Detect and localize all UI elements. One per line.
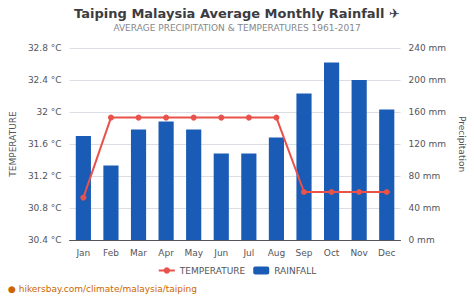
svg-text:Jun: Jun xyxy=(213,248,228,258)
svg-text:Apr: Apr xyxy=(158,248,174,258)
svg-text:Jan: Jan xyxy=(75,248,90,258)
svg-text:Jul: Jul xyxy=(242,248,254,258)
svg-text:0 mm: 0 mm xyxy=(409,235,435,245)
svg-text:May: May xyxy=(184,248,203,258)
svg-text:31.6 °C: 31.6 °C xyxy=(28,139,62,149)
svg-text:30.8 °C: 30.8 °C xyxy=(28,203,62,213)
svg-text:AVERAGE PRECIPITATION & TEMPER: AVERAGE PRECIPITATION & TEMPERATURES 196… xyxy=(113,23,360,33)
svg-text:160 mm: 160 mm xyxy=(409,107,447,117)
svg-text:240 mm: 240 mm xyxy=(409,43,447,53)
svg-text:RAINFALL: RAINFALL xyxy=(274,266,316,276)
svg-text:200 mm: 200 mm xyxy=(409,75,447,85)
svg-text:80 mm: 80 mm xyxy=(409,171,441,181)
svg-text:Oct: Oct xyxy=(324,248,340,258)
svg-text:120 mm: 120 mm xyxy=(409,139,447,149)
svg-text:TEMPERATURE: TEMPERATURE xyxy=(179,266,246,276)
svg-text:Nov: Nov xyxy=(350,248,368,258)
svg-text:Taiping Malaysia Average Month: Taiping Malaysia Average Monthly Rainfal… xyxy=(74,6,400,21)
svg-text:Feb: Feb xyxy=(103,248,119,258)
svg-text:TEMPERATURE: TEMPERATURE xyxy=(8,111,18,178)
svg-text:Precipitation: Precipitation xyxy=(457,116,467,172)
svg-text:32.8 °C: 32.8 °C xyxy=(28,43,62,53)
svg-text:30.4 °C: 30.4 °C xyxy=(28,235,62,245)
svg-text:32 °C: 32 °C xyxy=(36,107,61,117)
svg-text:40 mm: 40 mm xyxy=(409,203,441,213)
svg-text:32.4 °C: 32.4 °C xyxy=(28,75,62,85)
svg-text:Sep: Sep xyxy=(296,248,313,258)
svg-text:● hikersbay.com/climate/malays: ● hikersbay.com/climate/malaysia/taiping xyxy=(8,284,197,294)
svg-text:Dec: Dec xyxy=(378,248,395,258)
svg-text:Aug: Aug xyxy=(268,248,286,258)
svg-text:Mar: Mar xyxy=(130,248,147,258)
svg-text:31.2 °C: 31.2 °C xyxy=(28,171,62,181)
